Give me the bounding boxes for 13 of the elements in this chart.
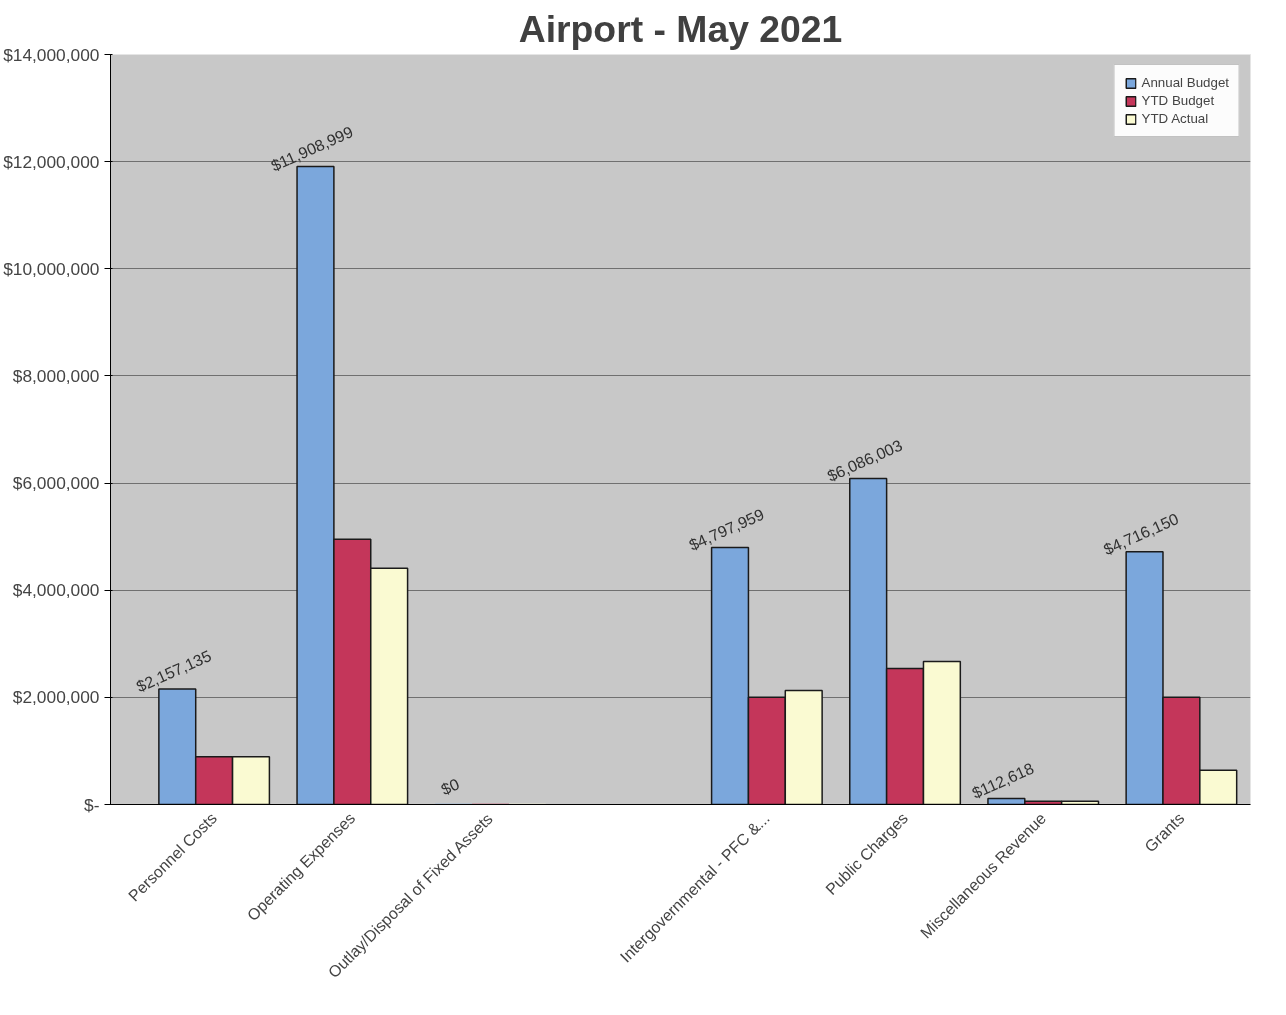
y-tick-label: $4,000,000 bbox=[12, 580, 100, 601]
data-label: $0 bbox=[438, 775, 462, 799]
y-tick-label: $10,000,000 bbox=[3, 258, 100, 279]
y-tick-label: $14,000,000 bbox=[3, 44, 100, 65]
y-tick-label: $12,000,000 bbox=[3, 151, 100, 172]
y-tick-label: $- bbox=[84, 794, 100, 815]
legend-label: Annual Budget bbox=[1141, 75, 1229, 90]
legend-label: YTD Actual bbox=[1141, 111, 1209, 126]
chart-title: Airport - May 2021 bbox=[518, 7, 843, 50]
legend-label: YTD Budget bbox=[1141, 93, 1215, 108]
y-tick-label: $6,000,000 bbox=[12, 473, 100, 494]
y-tick-label: $2,000,000 bbox=[12, 687, 100, 708]
y-tick-label: $8,000,000 bbox=[12, 365, 100, 386]
